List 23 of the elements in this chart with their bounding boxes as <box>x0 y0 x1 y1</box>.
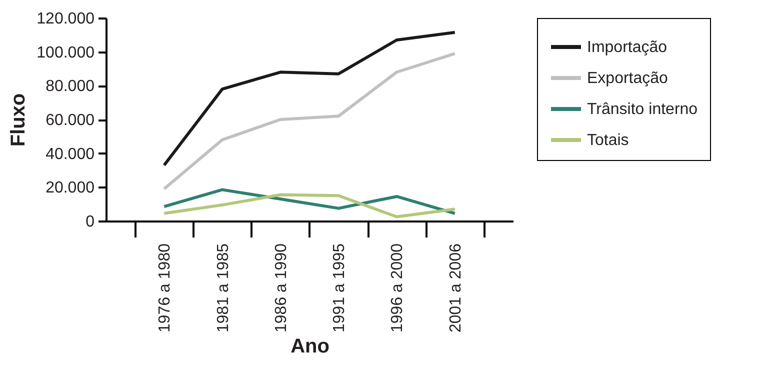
y-tick-label: 60.000 <box>46 112 95 129</box>
legend-label: Trânsito interno <box>587 101 698 118</box>
y-axis-title: Fluxo <box>8 93 30 147</box>
x-tick-label: 1996 a 2000 <box>389 243 406 332</box>
x-tick-label: 1991 a 1995 <box>331 243 348 332</box>
y-tick-label: 100.000 <box>36 44 95 62</box>
y-tick-label: 0 <box>86 214 95 230</box>
y-tick-label: 40.000 <box>46 146 95 163</box>
x-tick-label: 1981 a 1985 <box>214 243 232 332</box>
line-series <box>162 30 456 167</box>
x-axis-title: Ano <box>290 335 330 358</box>
line-series <box>162 193 456 218</box>
line-series <box>162 188 456 215</box>
x-tick-label: 2001 a 2006 <box>447 243 464 332</box>
x-tick-label: 1986 a 1990 <box>272 243 290 332</box>
legend-label: Exportação <box>587 70 668 87</box>
x-tick-label: 1976 a 1980 <box>156 243 174 332</box>
y-tick-label: 20.000 <box>46 180 95 197</box>
y-tick-label: 120.000 <box>36 10 95 28</box>
legend-label: Importação <box>587 39 668 56</box>
line-series <box>162 52 456 190</box>
y-tick-label: 80.000 <box>46 78 95 96</box>
legend-label: Totais <box>587 132 629 149</box>
